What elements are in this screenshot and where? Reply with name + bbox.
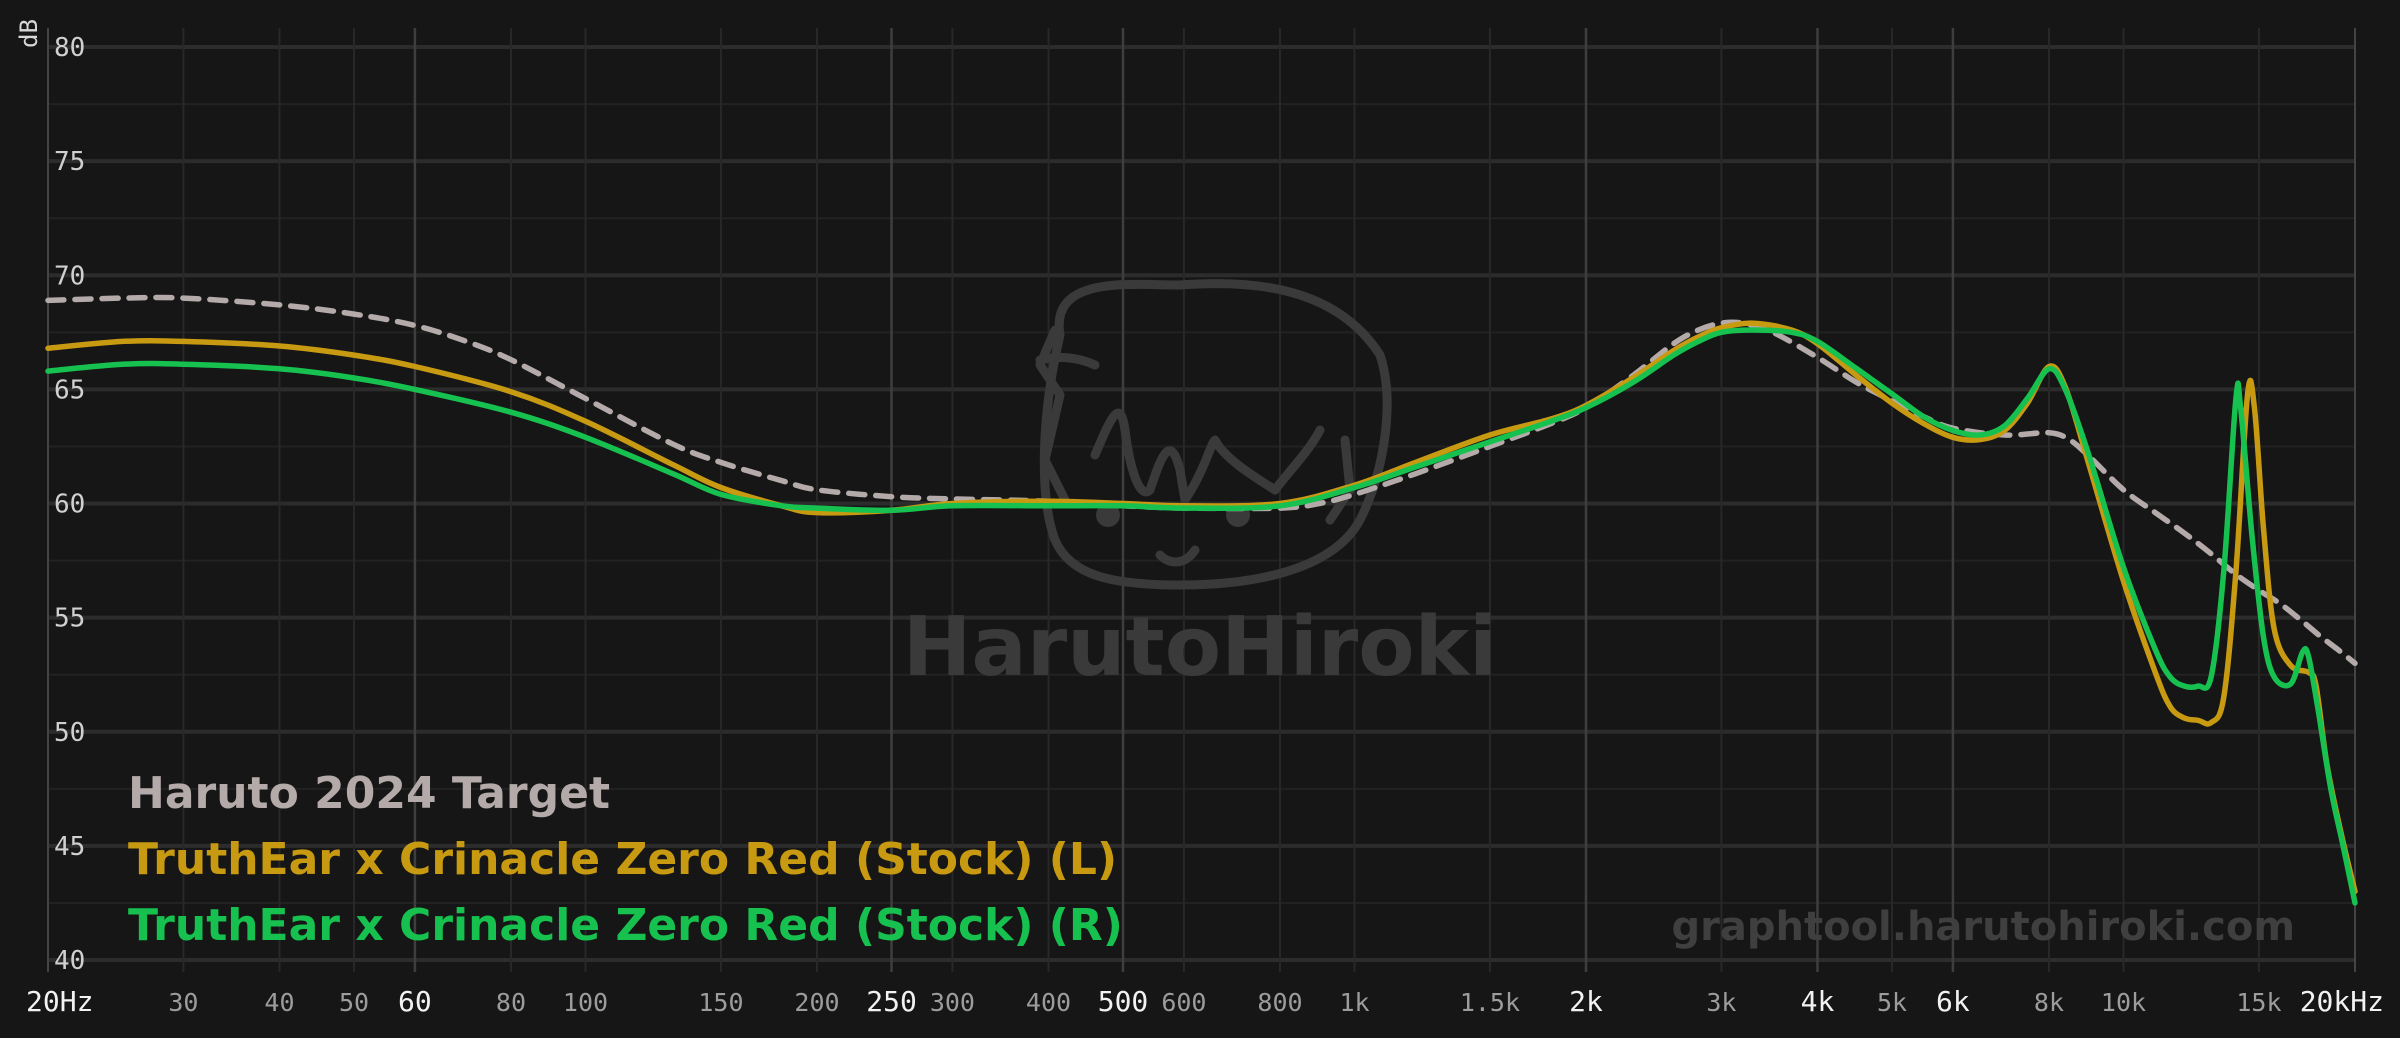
x-tick-label: 300: [930, 988, 975, 1017]
x-tick-label: 150: [698, 988, 743, 1017]
x-tick-label: 2k: [1569, 985, 1603, 1018]
watermark-text: HarutoHiroki: [903, 600, 1497, 695]
x-tick-label: 250: [866, 985, 917, 1018]
y-tick-label: 75: [54, 147, 85, 177]
mascot-eye-left: [1096, 503, 1120, 527]
x-tick-label: 15k: [2236, 988, 2281, 1017]
x-tick-label: 3k: [1706, 988, 1736, 1017]
x-tick-label: 8k: [2034, 988, 2064, 1017]
x-tick-label: 1.5k: [1460, 988, 1520, 1017]
x-tick-label: 40: [264, 988, 294, 1017]
x-tick-label: 600: [1161, 988, 1206, 1017]
x-tick-label: 30: [168, 988, 198, 1017]
axes: dB 80 75 70 65 60 55 50 45 40 20Hz 30 40 50 60 80 100 15…: [15, 19, 2384, 1018]
series-lines: [45, 294, 2358, 906]
y-tick-label: 65: [54, 375, 85, 405]
x-tick-label: 60: [398, 985, 432, 1018]
x-tick-label: 200: [794, 988, 839, 1017]
x-tick-label: 800: [1257, 988, 1302, 1017]
x-tick-label: 50: [339, 988, 369, 1017]
x-tick-label: 20kHz: [2300, 985, 2384, 1018]
x-tick-label: 5k: [1877, 988, 1907, 1017]
legend: Haruto 2024 Target TruthEar x Crinacle Z…: [128, 768, 1123, 951]
y-tick-label: 80: [54, 33, 85, 63]
x-tick-label: 10k: [2101, 988, 2146, 1017]
series-line-right: [45, 327, 2358, 906]
y-tick-label: 55: [54, 604, 85, 634]
x-tick-label: 100: [563, 988, 608, 1017]
y-axis-label: dB: [15, 19, 43, 48]
grid: [47, 28, 2356, 972]
x-tick-label: 1k: [1339, 988, 1369, 1017]
x-tick-label: 400: [1026, 988, 1071, 1017]
y-tick-label: 40: [54, 946, 85, 976]
x-tick-label: 80: [496, 988, 526, 1017]
watermark: HarutoHiroki: [903, 279, 1497, 695]
x-tick-label: 500: [1098, 985, 1149, 1018]
x-tick-label: 6k: [1936, 985, 1970, 1018]
x-tick-label: 4k: [1801, 985, 1835, 1018]
y-tick-label: 50: [54, 718, 85, 748]
legend-item-left: TruthEar x Crinacle Zero Red (Stock) (L): [128, 834, 1117, 885]
legend-item-target: Haruto 2024 Target: [128, 768, 610, 819]
y-tick-label: 60: [54, 490, 85, 520]
site-url-label: graphtool.harutohiroki.com: [1672, 904, 2296, 950]
x-tick-label: 20Hz: [26, 985, 93, 1018]
y-tick-label: 70: [54, 261, 85, 291]
y-tick-label: 45: [54, 832, 85, 862]
legend-item-right: TruthEar x Crinacle Zero Red (Stock) (R): [128, 900, 1123, 951]
